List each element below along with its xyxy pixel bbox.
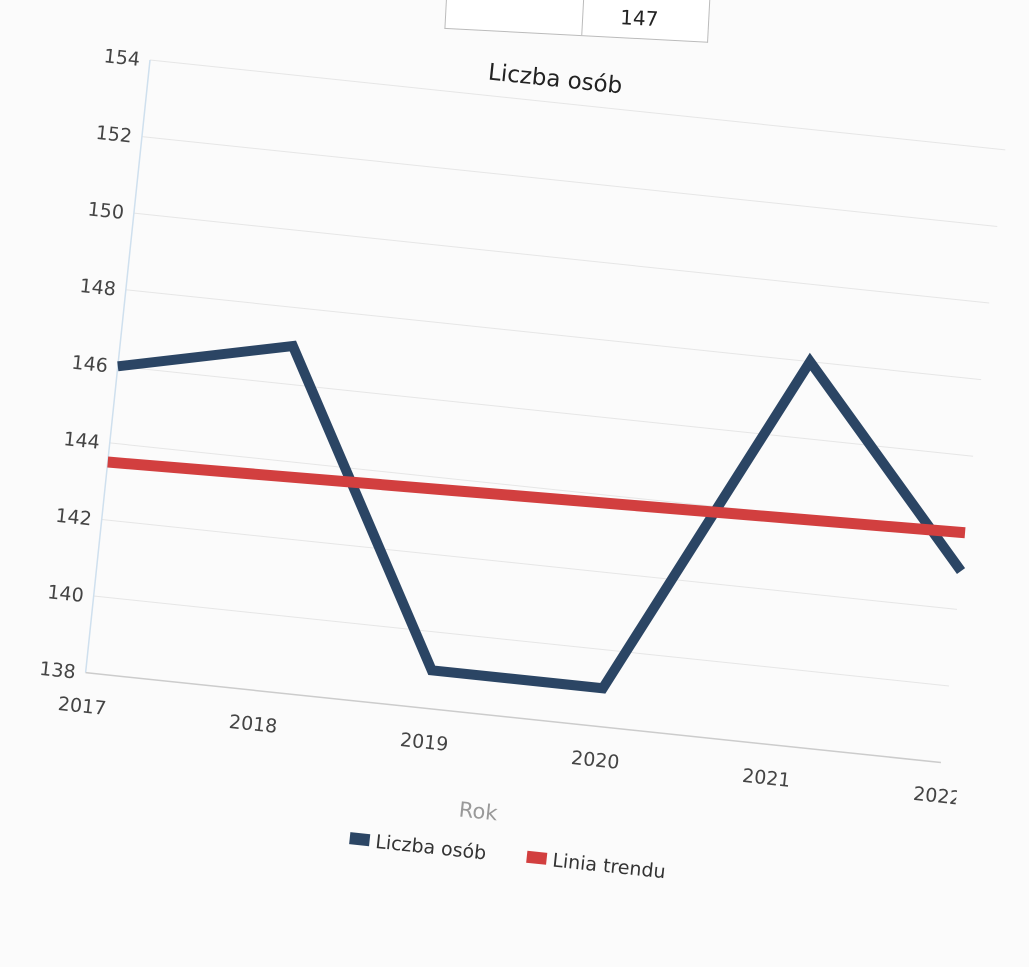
x-axis-line bbox=[85, 671, 941, 764]
gridline bbox=[125, 289, 982, 381]
legend: Liczba osób Linia trendu bbox=[349, 831, 667, 884]
x-tick-label: 2022 bbox=[912, 783, 962, 810]
y-tick-label: 140 bbox=[46, 581, 84, 607]
y-tick-label: 148 bbox=[79, 275, 117, 301]
gridlines bbox=[93, 59, 1006, 687]
series-line-liczba-osob bbox=[117, 340, 966, 694]
gridline bbox=[149, 59, 1006, 151]
y-tick-label: 142 bbox=[54, 505, 92, 531]
series-lines bbox=[107, 340, 966, 694]
x-tick-label: 2020 bbox=[570, 747, 620, 774]
x-tick-label: 2017 bbox=[57, 693, 107, 720]
x-axis-title: Rok bbox=[458, 797, 500, 825]
gridline bbox=[93, 595, 950, 687]
chart-screenshot: 147 Liczba osób 138 140 142 144 146 148 150 152… bbox=[38, 0, 1006, 883]
legend-label: Linia trendu bbox=[551, 850, 666, 884]
legend-label: Liczba osób bbox=[374, 831, 487, 865]
series-line-linia-trendu bbox=[107, 456, 966, 539]
legend-swatch bbox=[526, 850, 548, 865]
table-cell-year bbox=[445, 0, 586, 36]
y-tick-label: 144 bbox=[62, 428, 100, 454]
gridline bbox=[141, 136, 998, 227]
gridline bbox=[117, 365, 974, 457]
y-axis-ticks: 138 140 142 144 146 148 150 152 154 bbox=[38, 45, 141, 683]
gridline bbox=[133, 212, 990, 304]
chart-title: Liczba osób bbox=[487, 59, 624, 99]
gridline bbox=[101, 518, 958, 610]
y-tick-label: 152 bbox=[95, 122, 133, 148]
y-tick-label: 150 bbox=[87, 198, 125, 224]
legend-swatch bbox=[349, 832, 371, 847]
x-axis-ticks: 2017 2018 2019 2020 2021 2022 bbox=[57, 693, 963, 810]
table-cell-value: 147 bbox=[619, 5, 660, 32]
y-tick-label: 146 bbox=[71, 352, 109, 378]
x-tick-label: 2018 bbox=[228, 711, 278, 738]
x-tick-label: 2019 bbox=[399, 729, 449, 756]
y-tick-label: 154 bbox=[103, 45, 141, 71]
x-tick-label: 2021 bbox=[741, 765, 791, 792]
y-tick-label: 138 bbox=[38, 658, 76, 684]
